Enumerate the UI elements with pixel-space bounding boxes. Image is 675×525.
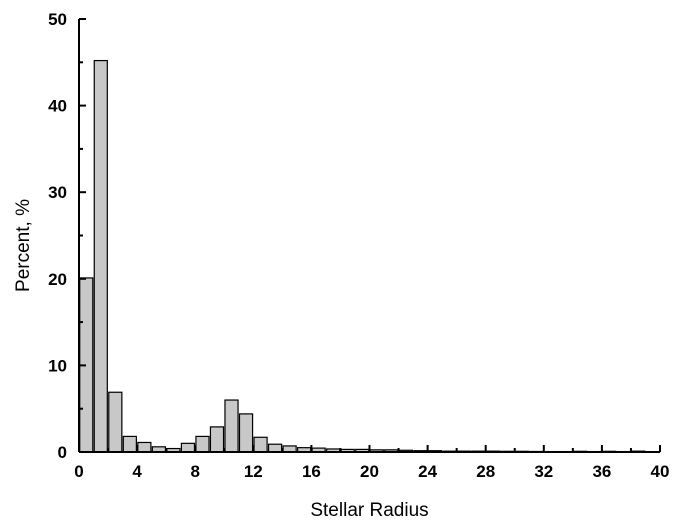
- y-axis-label: Percent, %: [13, 199, 34, 292]
- x-tick-label: 4: [132, 462, 142, 481]
- bar: [209, 426, 225, 453]
- x-tick-label: 16: [302, 462, 321, 481]
- y-tick-label: 10: [48, 356, 67, 375]
- y-tick-label: 30: [48, 183, 67, 202]
- y-tick-label: 0: [58, 443, 67, 462]
- x-tick-label: 20: [360, 462, 379, 481]
- x-tick-label: 0: [74, 462, 83, 481]
- y-tick-label: 50: [48, 10, 67, 29]
- bar: [137, 441, 152, 453]
- bar: [180, 442, 196, 453]
- bar: [224, 399, 239, 453]
- bar: [267, 443, 283, 453]
- x-tick-label: 32: [534, 462, 553, 481]
- x-tick-label: 12: [244, 462, 263, 481]
- x-tick-label: 36: [592, 462, 611, 481]
- bar: [238, 413, 254, 453]
- ticks-group: 0 4 8 12 16 20 24 28 32 36 40 0 10 20 30 40 50: [48, 10, 669, 481]
- x-tick-label: 8: [190, 462, 199, 481]
- bar: [108, 391, 123, 453]
- bar: [195, 435, 210, 453]
- x-tick-label: 24: [418, 462, 437, 481]
- bars-group: [79, 59, 646, 453]
- y-tick-label: 40: [48, 97, 67, 116]
- x-tick-label: 28: [476, 462, 495, 481]
- bar: [93, 59, 108, 453]
- y-tick-label: 20: [48, 270, 67, 289]
- bar: [122, 435, 137, 453]
- bar: [253, 436, 268, 453]
- x-tick-label: 40: [651, 462, 670, 481]
- x-axis-label: Stellar Radius: [310, 500, 428, 521]
